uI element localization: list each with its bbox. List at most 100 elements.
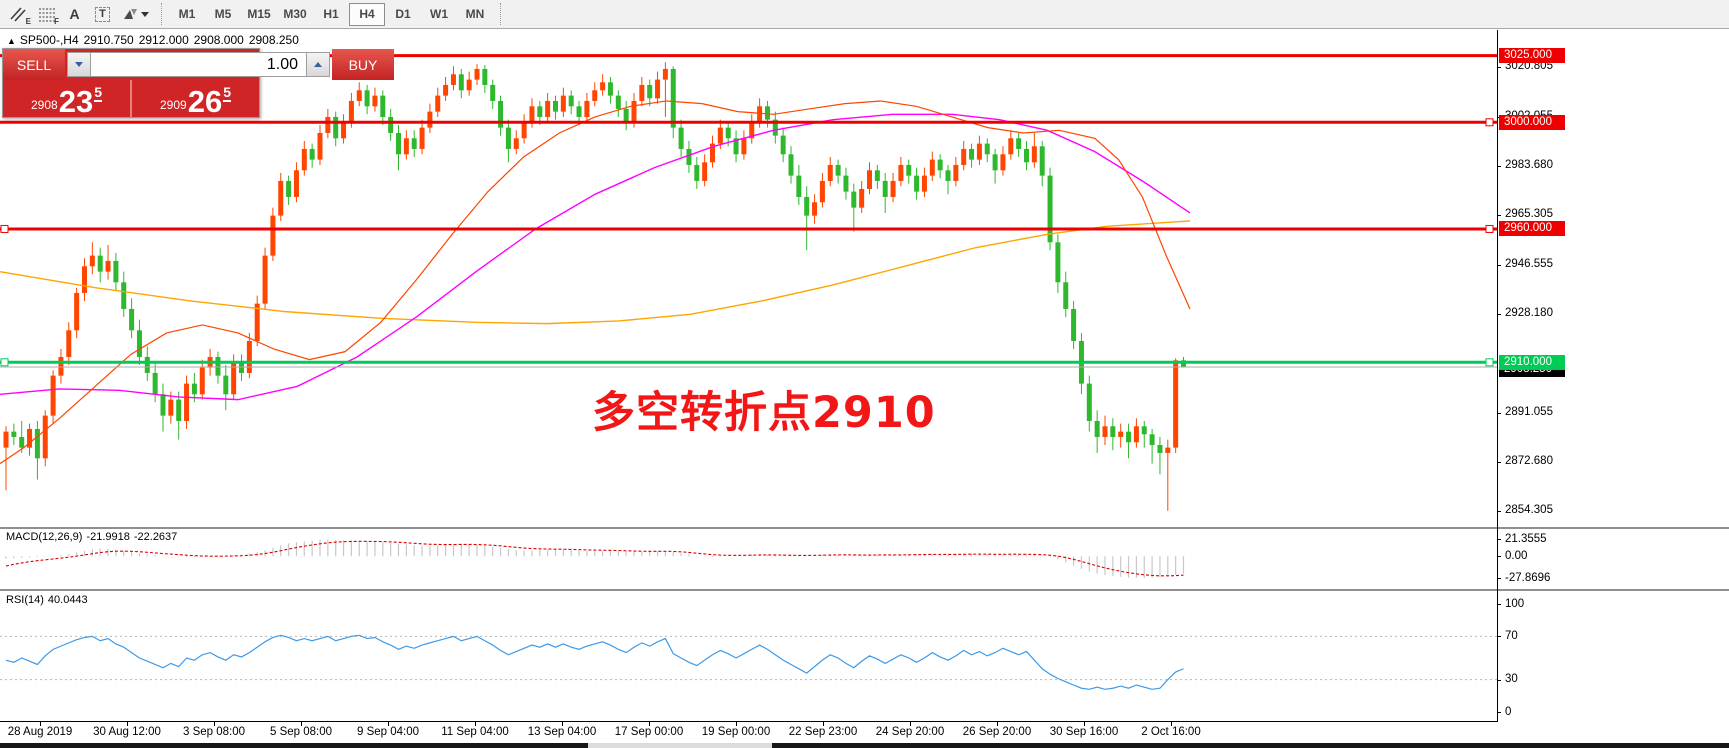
price-level-label-2910.000: 2910.000 (1499, 354, 1565, 370)
fibonacci-retracement-icon[interactable]: F (33, 3, 60, 26)
toolbar: E F A T M1 M5 M15 M30 H1 H4 D1 W1 MN (0, 0, 1729, 29)
timeframe-H1[interactable]: H1 (323, 6, 339, 21)
buy-price-big: 26 (187, 84, 223, 119)
price-tick-label-2928.180: 2928.180 (1505, 307, 1553, 320)
rsi-title: RSI(14) (6, 594, 44, 606)
time-tick (823, 721, 824, 726)
rsi-tick (1497, 679, 1501, 681)
macd-tick-label: -27.8696 (1505, 571, 1551, 584)
main-chart-svg (0, 54, 1497, 511)
volume-decrease-button[interactable] (67, 52, 91, 77)
sell-price-sup: 5 (94, 84, 102, 102)
horizontal-scrollbar[interactable] (0, 743, 1729, 748)
volume-input[interactable] (91, 52, 306, 77)
ma-slow-orange[interactable] (0, 220, 1191, 325)
time-tick (301, 721, 302, 726)
time-label-5: 11 Sep 04:00 (441, 726, 509, 738)
toolbar-separator-2 (500, 3, 501, 25)
shapes-dropdown-caret[interactable] (140, 11, 149, 17)
price-level-label-3025.000: 3025.000 (1499, 48, 1565, 64)
level-marker[interactable] (1485, 118, 1494, 127)
channel-lines-glyph (9, 7, 26, 22)
high-value: 2912.000 (138, 33, 189, 47)
time-tick (388, 721, 389, 726)
time-tick (649, 721, 650, 726)
time-tick (997, 721, 998, 726)
timeframe-M30[interactable]: M30 (283, 6, 307, 21)
level-marker[interactable] (1485, 358, 1494, 367)
time-label-11: 26 Sep 20:00 (962, 726, 1032, 738)
timeframe-W1[interactable]: W1 (430, 6, 448, 21)
time-tick (562, 721, 563, 726)
rsi-tick (1497, 712, 1501, 713)
macd-histogram (5, 539, 1185, 579)
chart-annotation-text: 多空转折点2910 (592, 388, 936, 438)
panel-separator-rsi[interactable] (0, 589, 1729, 591)
panel-separator-macd[interactable] (0, 527, 1729, 529)
time-label-8: 19 Sep 00:00 (701, 726, 771, 738)
collapse-arrow-icon[interactable]: ▲ (7, 36, 16, 46)
sell-price-display[interactable]: 2908 23 5 (3, 80, 132, 117)
shapes-arrows-icon[interactable] (117, 3, 153, 26)
time-tick (910, 721, 911, 726)
volume-increase-button[interactable] (306, 52, 330, 77)
price-tick-label-3020.805: 3020.805 (1505, 60, 1553, 73)
time-tick (1171, 721, 1172, 726)
price-tick (1497, 214, 1501, 216)
level-marker[interactable] (0, 358, 9, 367)
timeframe-M1[interactable]: M1 (178, 6, 196, 21)
rsi-tick-label: 30 (1505, 673, 1518, 686)
time-tick (736, 721, 737, 726)
price-tick (1497, 313, 1501, 315)
time-tick (127, 721, 128, 726)
macd-tick (1497, 556, 1501, 558)
macd-value-2: -22.2637 (133, 531, 178, 543)
timeframe-H4[interactable]: H4 (349, 2, 385, 26)
level-marker[interactable] (0, 224, 9, 233)
fibo-badge: F (54, 16, 59, 26)
price-level-label-3000.000: 3000.000 (1499, 114, 1565, 130)
buy-price-display[interactable]: 2909 26 5 (132, 80, 259, 117)
timeframe-MN[interactable]: MN (465, 6, 485, 21)
ma-fast-red[interactable] (0, 100, 1191, 465)
one-click-trading-panel: SELL BUY 2908 23 5 2909 26 5 (2, 48, 394, 118)
price-tick (1497, 412, 1501, 414)
timeframe-M15[interactable]: M15 (247, 6, 271, 21)
timeframe-group: M1 M5 M15 M30 H1 H4 D1 W1 MN (169, 2, 493, 26)
time-tick (214, 721, 215, 726)
time-label-9: 22 Sep 23:00 (788, 726, 858, 738)
macd-value-1: -21.9918 (86, 531, 130, 543)
rsi-line (5, 634, 1184, 690)
ma-mid-magenta[interactable] (0, 113, 1191, 401)
macd-tick (1497, 578, 1501, 580)
price-tick-label-2946.555: 2946.555 (1505, 258, 1553, 271)
text-label-glyph: T (95, 6, 110, 22)
text-tool-icon[interactable]: A (61, 3, 88, 26)
text-label-icon[interactable]: T (89, 3, 116, 26)
buy-button[interactable]: BUY (332, 49, 394, 80)
low-value: 2908.000 (193, 33, 244, 47)
time-label-12: 30 Sep 16:00 (1049, 726, 1119, 738)
time-label-13: 2 Oct 16:00 (1141, 726, 1201, 738)
rsi-panel[interactable] (0, 591, 1497, 721)
fibo-lines-glyph (38, 8, 55, 22)
sell-button[interactable]: SELL (3, 49, 65, 80)
time-label-2: 3 Sep 08:00 (182, 726, 246, 738)
rsi-value: 40.0443 (47, 594, 88, 606)
macd-panel[interactable] (0, 529, 1497, 589)
rsi-tick-label: 70 (1505, 629, 1518, 642)
rsi-label: RSI(14) 40.0443 (6, 594, 92, 606)
level-marker[interactable] (1485, 224, 1494, 233)
equidistant-channel-icon[interactable]: E (5, 3, 32, 26)
price-tick-label-2872.680: 2872.680 (1505, 455, 1553, 468)
price-level-label-2960.000: 2960.000 (1499, 221, 1565, 237)
timeframe-M5[interactable]: M5 (214, 6, 232, 21)
timeframe-D1[interactable]: D1 (395, 6, 411, 21)
sell-price-prefix: 2908 (31, 98, 58, 112)
scrollbar-thumb[interactable] (588, 743, 772, 748)
time-tick (40, 721, 41, 726)
price-tick-label-2891.055: 2891.055 (1505, 406, 1553, 419)
rsi-tick (1497, 636, 1501, 638)
text-tool-label: A (69, 6, 80, 22)
shapes-glyph (123, 9, 137, 19)
